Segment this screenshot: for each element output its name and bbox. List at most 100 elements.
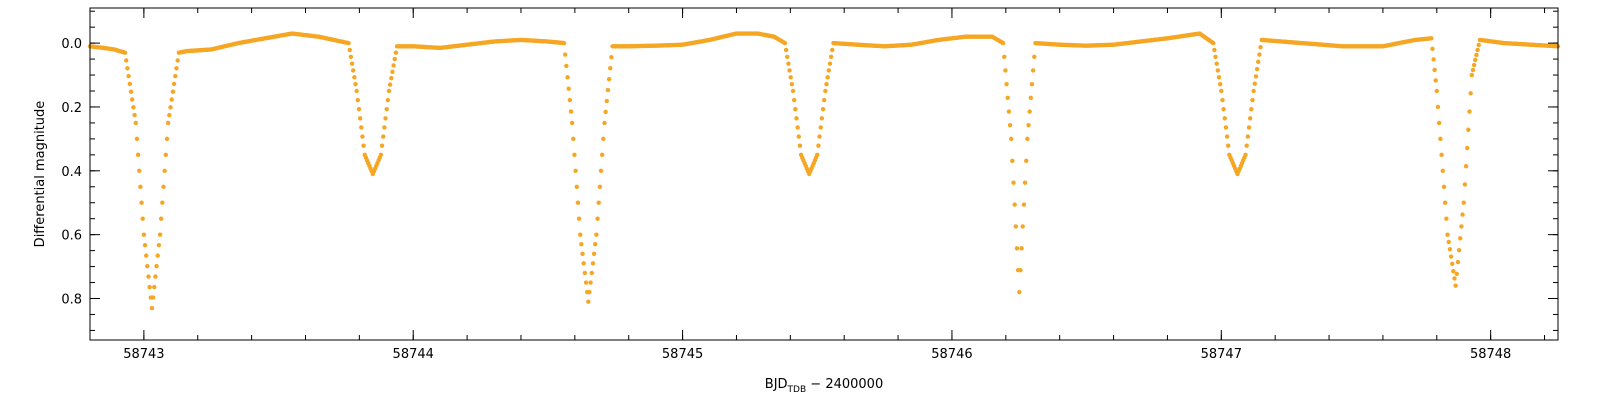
data-point (1435, 104, 1441, 110)
data-point (1250, 97, 1255, 103)
data-point (1253, 74, 1259, 79)
data-point (1429, 36, 1434, 41)
data-point (131, 105, 136, 110)
data-point (356, 107, 362, 112)
data-point (1244, 143, 1249, 148)
data-point (1002, 54, 1007, 59)
data-point (139, 200, 144, 205)
data-point (360, 134, 365, 139)
data-point (1219, 88, 1224, 94)
data-point (1217, 81, 1223, 87)
x-tick-label: 58747 (1201, 347, 1242, 362)
data-point (819, 116, 825, 121)
data-point (565, 75, 570, 80)
data-point (168, 105, 173, 110)
data-point (789, 81, 795, 87)
data-point (1022, 180, 1028, 185)
data-point (1030, 68, 1036, 73)
data-point (588, 280, 593, 285)
data-point (591, 251, 597, 257)
data-point (1249, 107, 1254, 112)
x-tick-label: 58746 (931, 347, 972, 362)
data-point (574, 184, 579, 189)
data-point (1432, 67, 1437, 73)
data-point (576, 216, 582, 221)
data-point (1021, 202, 1027, 207)
data-point (599, 152, 605, 158)
data-point (1020, 224, 1025, 229)
data-point (826, 68, 832, 73)
data-point (133, 120, 138, 126)
data-point (583, 280, 589, 285)
data-point (581, 261, 586, 266)
y-tick-label: 0.6 (61, 229, 82, 244)
data-point (1439, 152, 1444, 158)
data-point (1460, 212, 1465, 217)
data-point (566, 86, 571, 91)
data-point (1455, 259, 1461, 265)
data-point (1011, 180, 1016, 185)
data-point (381, 134, 386, 139)
data-point (596, 200, 601, 205)
data-point (1461, 200, 1466, 205)
data-point (1454, 271, 1460, 277)
data-point (347, 47, 352, 53)
data-point (379, 143, 385, 148)
data-point (1463, 164, 1469, 169)
data-point (788, 75, 793, 80)
data-point (1224, 134, 1230, 139)
data-point (579, 242, 584, 247)
data-point (357, 116, 363, 121)
data-point (165, 120, 171, 126)
data-point (1216, 75, 1222, 80)
data-point (147, 284, 152, 290)
data-point (1024, 158, 1029, 163)
data-point (161, 184, 166, 189)
data-point (160, 200, 165, 205)
data-point (824, 81, 829, 87)
data-point (571, 136, 576, 142)
data-point (603, 109, 608, 115)
data-point (594, 232, 599, 237)
data-point (785, 54, 790, 59)
data-point (575, 200, 581, 205)
y-tick-label: 0.2 (61, 101, 82, 116)
data-point (392, 56, 397, 62)
data-point (1434, 88, 1439, 94)
data-point (164, 136, 170, 142)
data-point (383, 116, 388, 121)
data-point (608, 66, 613, 71)
data-point (830, 47, 835, 53)
data-point (561, 40, 567, 46)
data-point (1223, 125, 1229, 130)
data-point (1453, 283, 1458, 288)
data-point (170, 89, 176, 94)
data-point (134, 136, 140, 142)
data-point (162, 168, 167, 174)
data-point (825, 75, 830, 80)
x-tick-label: 58744 (393, 347, 434, 362)
data-point (1442, 200, 1448, 205)
data-point (174, 66, 179, 71)
data-point (1006, 109, 1012, 114)
data-point (795, 125, 800, 130)
data-point (145, 263, 150, 269)
data-point (157, 232, 163, 237)
data-point (1226, 143, 1231, 148)
data-point (582, 270, 588, 276)
data-point (793, 107, 798, 112)
data-point (783, 47, 789, 53)
data-point (1214, 61, 1219, 66)
data-point (786, 61, 791, 66)
data-point (169, 97, 174, 102)
data-point (349, 61, 355, 66)
data-point (1251, 88, 1256, 94)
data-point (1212, 47, 1217, 53)
data-point (141, 232, 147, 237)
data-point (385, 97, 391, 103)
data-point (1029, 81, 1035, 87)
data-point (1258, 45, 1263, 50)
data-point (1032, 54, 1037, 59)
data-point (1466, 127, 1471, 132)
